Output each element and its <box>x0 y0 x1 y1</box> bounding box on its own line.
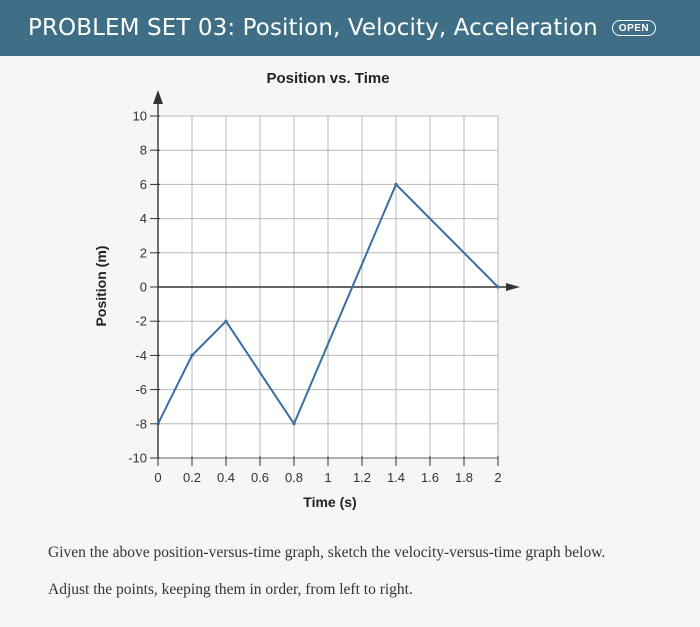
x-tick-label: 2 <box>494 470 501 485</box>
position-time-chart: Position vs. Time Time (s) Position (m) … <box>93 70 520 510</box>
status-badge: OPEN <box>611 20 657 36</box>
x-tick-label: 1.6 <box>421 470 439 485</box>
y-tick-label: -6 <box>135 382 147 397</box>
series-point <box>190 353 194 357</box>
x-tick-label: 1 <box>324 470 331 485</box>
y-tick-label: -2 <box>135 314 147 329</box>
problem-header: PROBLEM SET 03: Position, Velocity, Acce… <box>0 0 700 56</box>
y-axis-label: Position (m) <box>93 246 109 327</box>
y-tick-label: -8 <box>135 416 147 431</box>
instruction-text: Given the above position-versus-time gra… <box>48 544 606 561</box>
series-point <box>224 319 228 323</box>
y-tick-label: 0 <box>140 280 147 295</box>
x-tick-label: 1.8 <box>455 470 473 485</box>
problem-title: PROBLEM SET 03: Position, Velocity, Acce… <box>28 15 598 41</box>
y-tick-label: 8 <box>140 143 147 158</box>
y-tick-label: 2 <box>140 245 147 260</box>
series-point <box>156 422 160 426</box>
x-tick-label: 1.2 <box>353 470 371 485</box>
x-tick-label: 0.2 <box>183 470 201 485</box>
chart-ticks: 10 8 6 4 2 0 -2 -4 -6 -8 -10 0 0.2 0.4 0.6 0.8 1 1.2 1.4 1.… <box>128 109 501 486</box>
chart-title: Position vs. Time <box>266 70 389 87</box>
series-line <box>157 182 499 426</box>
x-tick-label: 1.4 <box>387 470 405 485</box>
x-axis-label: Time (s) <box>303 494 356 510</box>
x-tick-label: 0.4 <box>217 470 235 485</box>
instructions: Given the above position-versus-time gra… <box>48 544 668 618</box>
y-tick-label: -4 <box>135 348 147 363</box>
x-tick-label: 0.6 <box>251 470 269 485</box>
y-tick-label: 6 <box>140 177 147 192</box>
y-tick-label: 4 <box>140 211 147 226</box>
series-point <box>394 182 398 186</box>
x-axis-arrow <box>506 283 520 291</box>
x-tick-label: 0 <box>154 470 161 485</box>
series-point <box>292 422 296 426</box>
chart-series <box>156 182 500 426</box>
series-point <box>496 285 500 289</box>
y-tick-label: 10 <box>133 109 147 124</box>
y-axis-arrow <box>153 90 163 104</box>
problem-content: Position vs. Time Time (s) Position (m) … <box>0 56 700 627</box>
y-tick-label: -10 <box>128 451 147 466</box>
instruction-text: Adjust the points, keeping them in order… <box>48 581 413 598</box>
x-tick-label: 0.8 <box>285 470 303 485</box>
